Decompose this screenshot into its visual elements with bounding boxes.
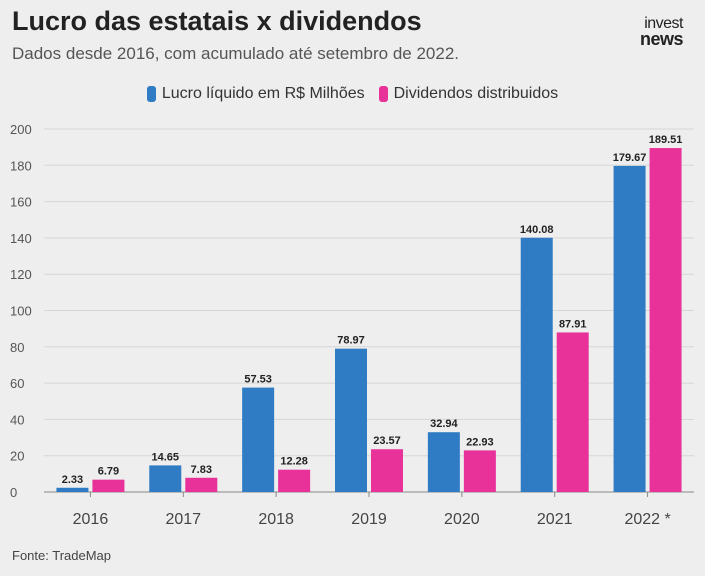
bar-dividendos (92, 479, 125, 492)
data-label: 32.94 (430, 418, 458, 430)
x-tick-label: 2017 (165, 511, 201, 528)
data-label: 12.28 (280, 456, 308, 468)
bar-lucro (56, 487, 89, 492)
bar-dividendos (556, 332, 589, 492)
bar-dividendos (649, 148, 682, 492)
y-tick-label: 40 (10, 412, 24, 427)
data-label: 78.97 (337, 335, 365, 347)
bar-lucro (613, 165, 646, 492)
y-tick-label: 100 (10, 304, 32, 319)
x-tick-label: 2018 (258, 511, 294, 528)
chart-subtitle: Dados desde 2016, com acumulado até sete… (12, 44, 460, 63)
data-label: 14.65 (152, 451, 180, 463)
y-tick-label: 20 (10, 449, 24, 464)
chart-legend: Lucro líquido em R$ Milhões Dividendos d… (0, 85, 705, 103)
legend-label-dividendos: Dividendos distribuidos (393, 85, 559, 102)
chart-title: Lucro das estatais x dividendos (12, 6, 422, 36)
source-note: Fonte: TradeMap (12, 548, 111, 563)
legend-item-lucro: Lucro líquido em R$ Milhões (146, 85, 365, 103)
bar-lucro (149, 465, 182, 492)
y-tick-label: 140 (10, 231, 32, 246)
logo-line-2: news (639, 29, 684, 49)
y-tick-label: 80 (10, 340, 24, 355)
data-label: 2.33 (62, 474, 83, 486)
y-tick-label: 180 (10, 158, 32, 173)
data-label: 189.51 (649, 134, 683, 146)
bar-dividendos (185, 477, 218, 492)
y-tick-label: 0 (10, 485, 17, 500)
bar-dividendos (371, 449, 403, 492)
bar-dividendos (463, 450, 496, 492)
y-tick-label: 120 (10, 267, 32, 282)
legend-swatch-dividendos (378, 86, 388, 102)
bar-dividendos (278, 469, 311, 492)
y-tick-label: 160 (10, 195, 32, 210)
data-label: 179.67 (613, 152, 647, 164)
x-tick-label: 2016 (73, 511, 109, 528)
x-tick-label: 2019 (351, 511, 387, 528)
data-label: 6.79 (98, 466, 119, 478)
investnews-logo: invest news (617, 15, 684, 50)
x-tick-label: 2022 * (624, 511, 670, 528)
data-label: 87.91 (559, 318, 587, 330)
bar-lucro (427, 432, 460, 492)
legend-item-dividendos: Dividendos distribuidos (378, 85, 559, 103)
data-label: 140.08 (520, 224, 554, 236)
logo-line-1: invest (644, 15, 683, 32)
legend-label-lucro: Lucro líquido em R$ Milhões (161, 85, 365, 102)
bar-lucro (520, 237, 553, 492)
x-tick-label: 2021 (537, 511, 573, 528)
bar-lucro (242, 387, 275, 492)
data-label: 7.83 (191, 464, 212, 476)
data-label: 22.93 (466, 436, 494, 448)
data-label: 57.53 (244, 374, 272, 386)
y-tick-label: 200 (10, 122, 32, 137)
y-tick-label: 60 (10, 376, 24, 391)
bar-lucro (335, 348, 367, 492)
data-label: 23.57 (373, 435, 401, 447)
x-tick-label: 2020 (444, 511, 480, 528)
legend-swatch-lucro (146, 86, 156, 102)
